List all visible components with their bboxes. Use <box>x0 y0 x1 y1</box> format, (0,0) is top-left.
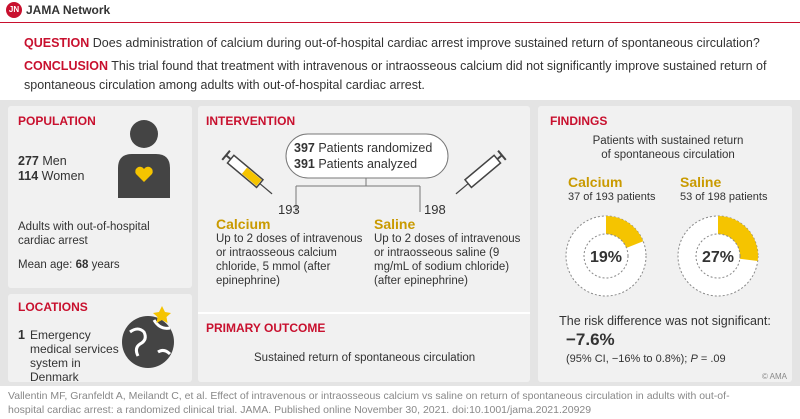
ci-text: (95% CI, −16% to 0.8%); P = .09 <box>566 352 726 366</box>
conclusion: CONCLUSION This trial found that treatme… <box>24 57 784 95</box>
population-panel: POPULATION 277 Men 114 Women Adults with… <box>8 106 192 288</box>
outcome-text: Sustained return of spontaneous circulat… <box>254 352 476 364</box>
divider <box>198 312 530 314</box>
citation: Vallentin MF, Granfeldt A, Meilandt C, e… <box>8 390 730 416</box>
outcome-title: PRIMARY OUTCOME <box>206 321 326 335</box>
flow-diagram <box>221 133 507 212</box>
ci: (95% CI, −16% to 0.8%); <box>566 353 688 365</box>
location-count: 1 <box>18 328 25 342</box>
analyzed-count: 391 <box>294 157 315 171</box>
p-label: P <box>690 353 698 365</box>
locations-panel: LOCATIONS 1 Emergency medical services s… <box>8 294 192 384</box>
risk-text: The risk difference was not significant: <box>559 314 771 328</box>
donut-label: 19% <box>590 249 622 266</box>
donut-charts: 19% 27% <box>565 215 759 297</box>
arm-count: 193 <box>278 202 300 217</box>
men-count: 277 <box>18 154 39 168</box>
women-label: Women <box>41 169 85 183</box>
conclusion-label: CONCLUSION <box>24 59 109 73</box>
sex-counts: 277 Men 114 Women <box>18 154 85 184</box>
logo: JN <box>6 2 22 18</box>
intervention-title: INTERVENTION <box>206 114 296 128</box>
randomized-count: 397 <box>294 141 315 155</box>
group-detail: 37 of 193 patients <box>568 191 656 203</box>
men-label: Men <box>42 154 67 168</box>
donut-hole <box>583 233 629 279</box>
question-text: Does administration of calcium during ou… <box>92 36 760 50</box>
group-name: Saline <box>680 174 722 190</box>
globe-icon <box>122 306 174 368</box>
age-label: Mean age: <box>18 259 73 271</box>
question: QUESTION Does administration of calcium … <box>24 34 794 53</box>
p-text: = .09 <box>700 353 726 365</box>
copyright: © AMA <box>762 372 788 381</box>
arm-count: 198 <box>424 202 446 217</box>
findings-subtitle: Patients with sustained return of sponta… <box>592 135 744 161</box>
person-icon <box>118 120 170 198</box>
locations-title: LOCATIONS <box>18 300 88 314</box>
age-unit: years <box>91 259 120 271</box>
rule <box>0 22 800 23</box>
group-detail: 53 of 198 patients <box>680 191 768 203</box>
population-title: POPULATION <box>18 114 96 128</box>
arm-description: Up to 2 doses of intravenous or intraoss… <box>374 233 521 287</box>
group-name: Calcium <box>568 174 623 190</box>
findings-title: FINDINGS <box>550 114 608 128</box>
brand: JAMA Network <box>26 3 111 17</box>
analyzed-label: Patients analyzed <box>318 157 418 171</box>
risk-value: −7.6% <box>566 330 615 349</box>
question-label: QUESTION <box>24 36 90 50</box>
donut-label: 27% <box>702 249 734 266</box>
population-description: Adults with out-of-hospital cardiac arre… <box>18 221 150 247</box>
location-text: Emergency medical services system in Den… <box>30 328 119 384</box>
randomized-label: Patients randomized <box>318 141 433 155</box>
intervention-panel: INTERVENTION 397 Patients randomized 391… <box>198 106 530 382</box>
mean-age: Mean age: 68 years <box>18 258 120 272</box>
arm-name: Calcium <box>216 216 271 232</box>
age-value: 68 <box>75 259 89 271</box>
arm-name: Saline <box>374 216 416 232</box>
enrollment: 397 Patients randomized 391 Patients ana… <box>294 140 432 172</box>
women-count: 114 <box>18 169 39 183</box>
conclusion-text: This trial found that treatment with int… <box>24 59 767 92</box>
donut-hole <box>695 233 741 279</box>
arm-description: Up to 2 doses of intravenous or intraoss… <box>216 233 363 287</box>
findings-panel: FINDINGS Patients with sustained return … <box>538 106 792 382</box>
